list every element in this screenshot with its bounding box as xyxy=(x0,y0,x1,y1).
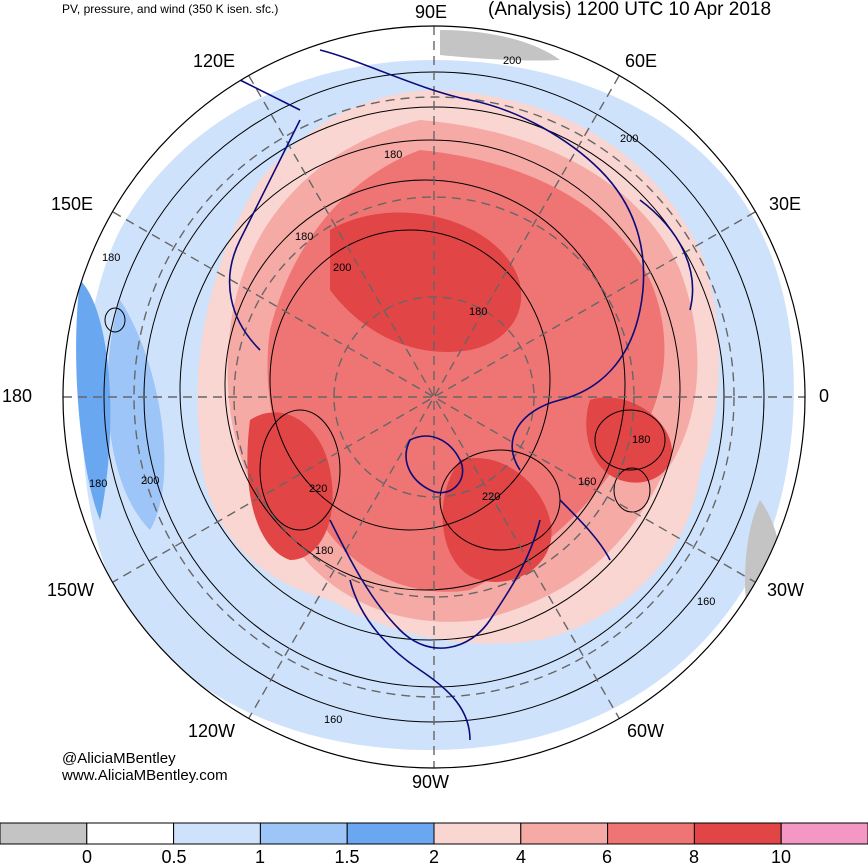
contour-label: 220 xyxy=(482,491,500,503)
map-boundary xyxy=(62,25,806,769)
colorbar-swatch xyxy=(86,822,175,845)
contour-label: 200 xyxy=(620,133,638,145)
contour-label: 160 xyxy=(578,476,596,488)
colorbar-swatch xyxy=(607,822,695,845)
lon-label-150w: 150W xyxy=(47,580,95,600)
lon-label-60e: 60E xyxy=(625,51,658,71)
colorbar-swatch xyxy=(346,822,435,845)
lon-label-60w: 60W xyxy=(627,721,665,741)
colorbar-swatch xyxy=(780,822,868,845)
colorbar-swatch xyxy=(0,822,88,845)
colorbar-label: 1 xyxy=(254,847,266,867)
contour-label: 180 xyxy=(295,231,313,243)
contour-label: 160 xyxy=(324,714,342,726)
contour-label: 220 xyxy=(309,483,327,495)
pv-10-core-north xyxy=(330,212,522,352)
pv-colorbar xyxy=(0,822,868,845)
contour-label: 200 xyxy=(333,262,351,274)
colorbar-label: 6 xyxy=(601,847,613,867)
colorbar-swatch xyxy=(433,822,522,845)
lon-label-30w: 30W xyxy=(767,580,805,600)
polar-stereographic-map: 200 200 180 180 180 200 180 180 180 200 … xyxy=(62,25,806,769)
graticule xyxy=(63,26,805,768)
lon-label-90w: 90W xyxy=(412,772,450,792)
colorbar-swatch xyxy=(259,822,348,845)
coastlines xyxy=(228,49,694,741)
lon-label-30e: 30E xyxy=(769,194,802,214)
lon-label-120e: 120E xyxy=(193,51,236,71)
product-title: PV, pressure, and wind (350 K isen. sfc.… xyxy=(62,2,279,16)
pv-10-core-atlantic xyxy=(442,458,552,582)
colorbar-label: 0 xyxy=(81,847,93,867)
colorbar-label: 4 xyxy=(515,847,527,867)
colorbar-label: 10 xyxy=(770,847,792,867)
colorbar-label: 8 xyxy=(688,847,700,867)
lon-label-150e: 150E xyxy=(51,194,94,214)
contour-label: 180 xyxy=(89,478,107,490)
contour-label: 180 xyxy=(632,434,650,446)
contour-label: 180 xyxy=(102,252,120,264)
colorbar-swatch xyxy=(693,822,782,845)
pv-blue-tongue xyxy=(107,300,165,530)
lon-label-180: 180 xyxy=(2,386,33,406)
colorbar-swatch xyxy=(173,822,261,845)
contour-labels: 200 200 180 180 180 200 180 180 180 200 … xyxy=(89,55,715,726)
lon-label-0: 0 xyxy=(819,386,830,406)
colorbar-label: 2 xyxy=(428,847,440,867)
valid-time-title: (Analysis) 1200 UTC 10 Apr 2018 xyxy=(488,0,772,20)
contour-label: 180 xyxy=(315,545,333,557)
pv-10-core-europe xyxy=(586,397,672,483)
lon-label-120w: 120W xyxy=(188,721,236,741)
pv-blue-streak xyxy=(76,280,111,520)
contour-label: 160 xyxy=(697,596,715,608)
author-website: www.AliciaMBentley.com xyxy=(62,767,228,784)
lon-label-90e: 90E xyxy=(415,2,448,22)
map-fields: 200 200 180 180 180 200 180 180 180 200 … xyxy=(63,26,805,768)
colorbar-label: 0.5 xyxy=(161,847,187,867)
pv-10-core-pacific xyxy=(247,412,333,560)
pv-zero-patch-north xyxy=(440,30,560,61)
contour-label: 200 xyxy=(503,55,521,67)
contour-label: 180 xyxy=(384,149,402,161)
author-handle: @AliciaMBentley xyxy=(62,750,176,767)
contour-label: 180 xyxy=(469,306,487,318)
contour-label: 200 xyxy=(141,475,159,487)
colorbar-label: 1.5 xyxy=(334,847,360,867)
colorbar-swatch xyxy=(520,822,609,845)
